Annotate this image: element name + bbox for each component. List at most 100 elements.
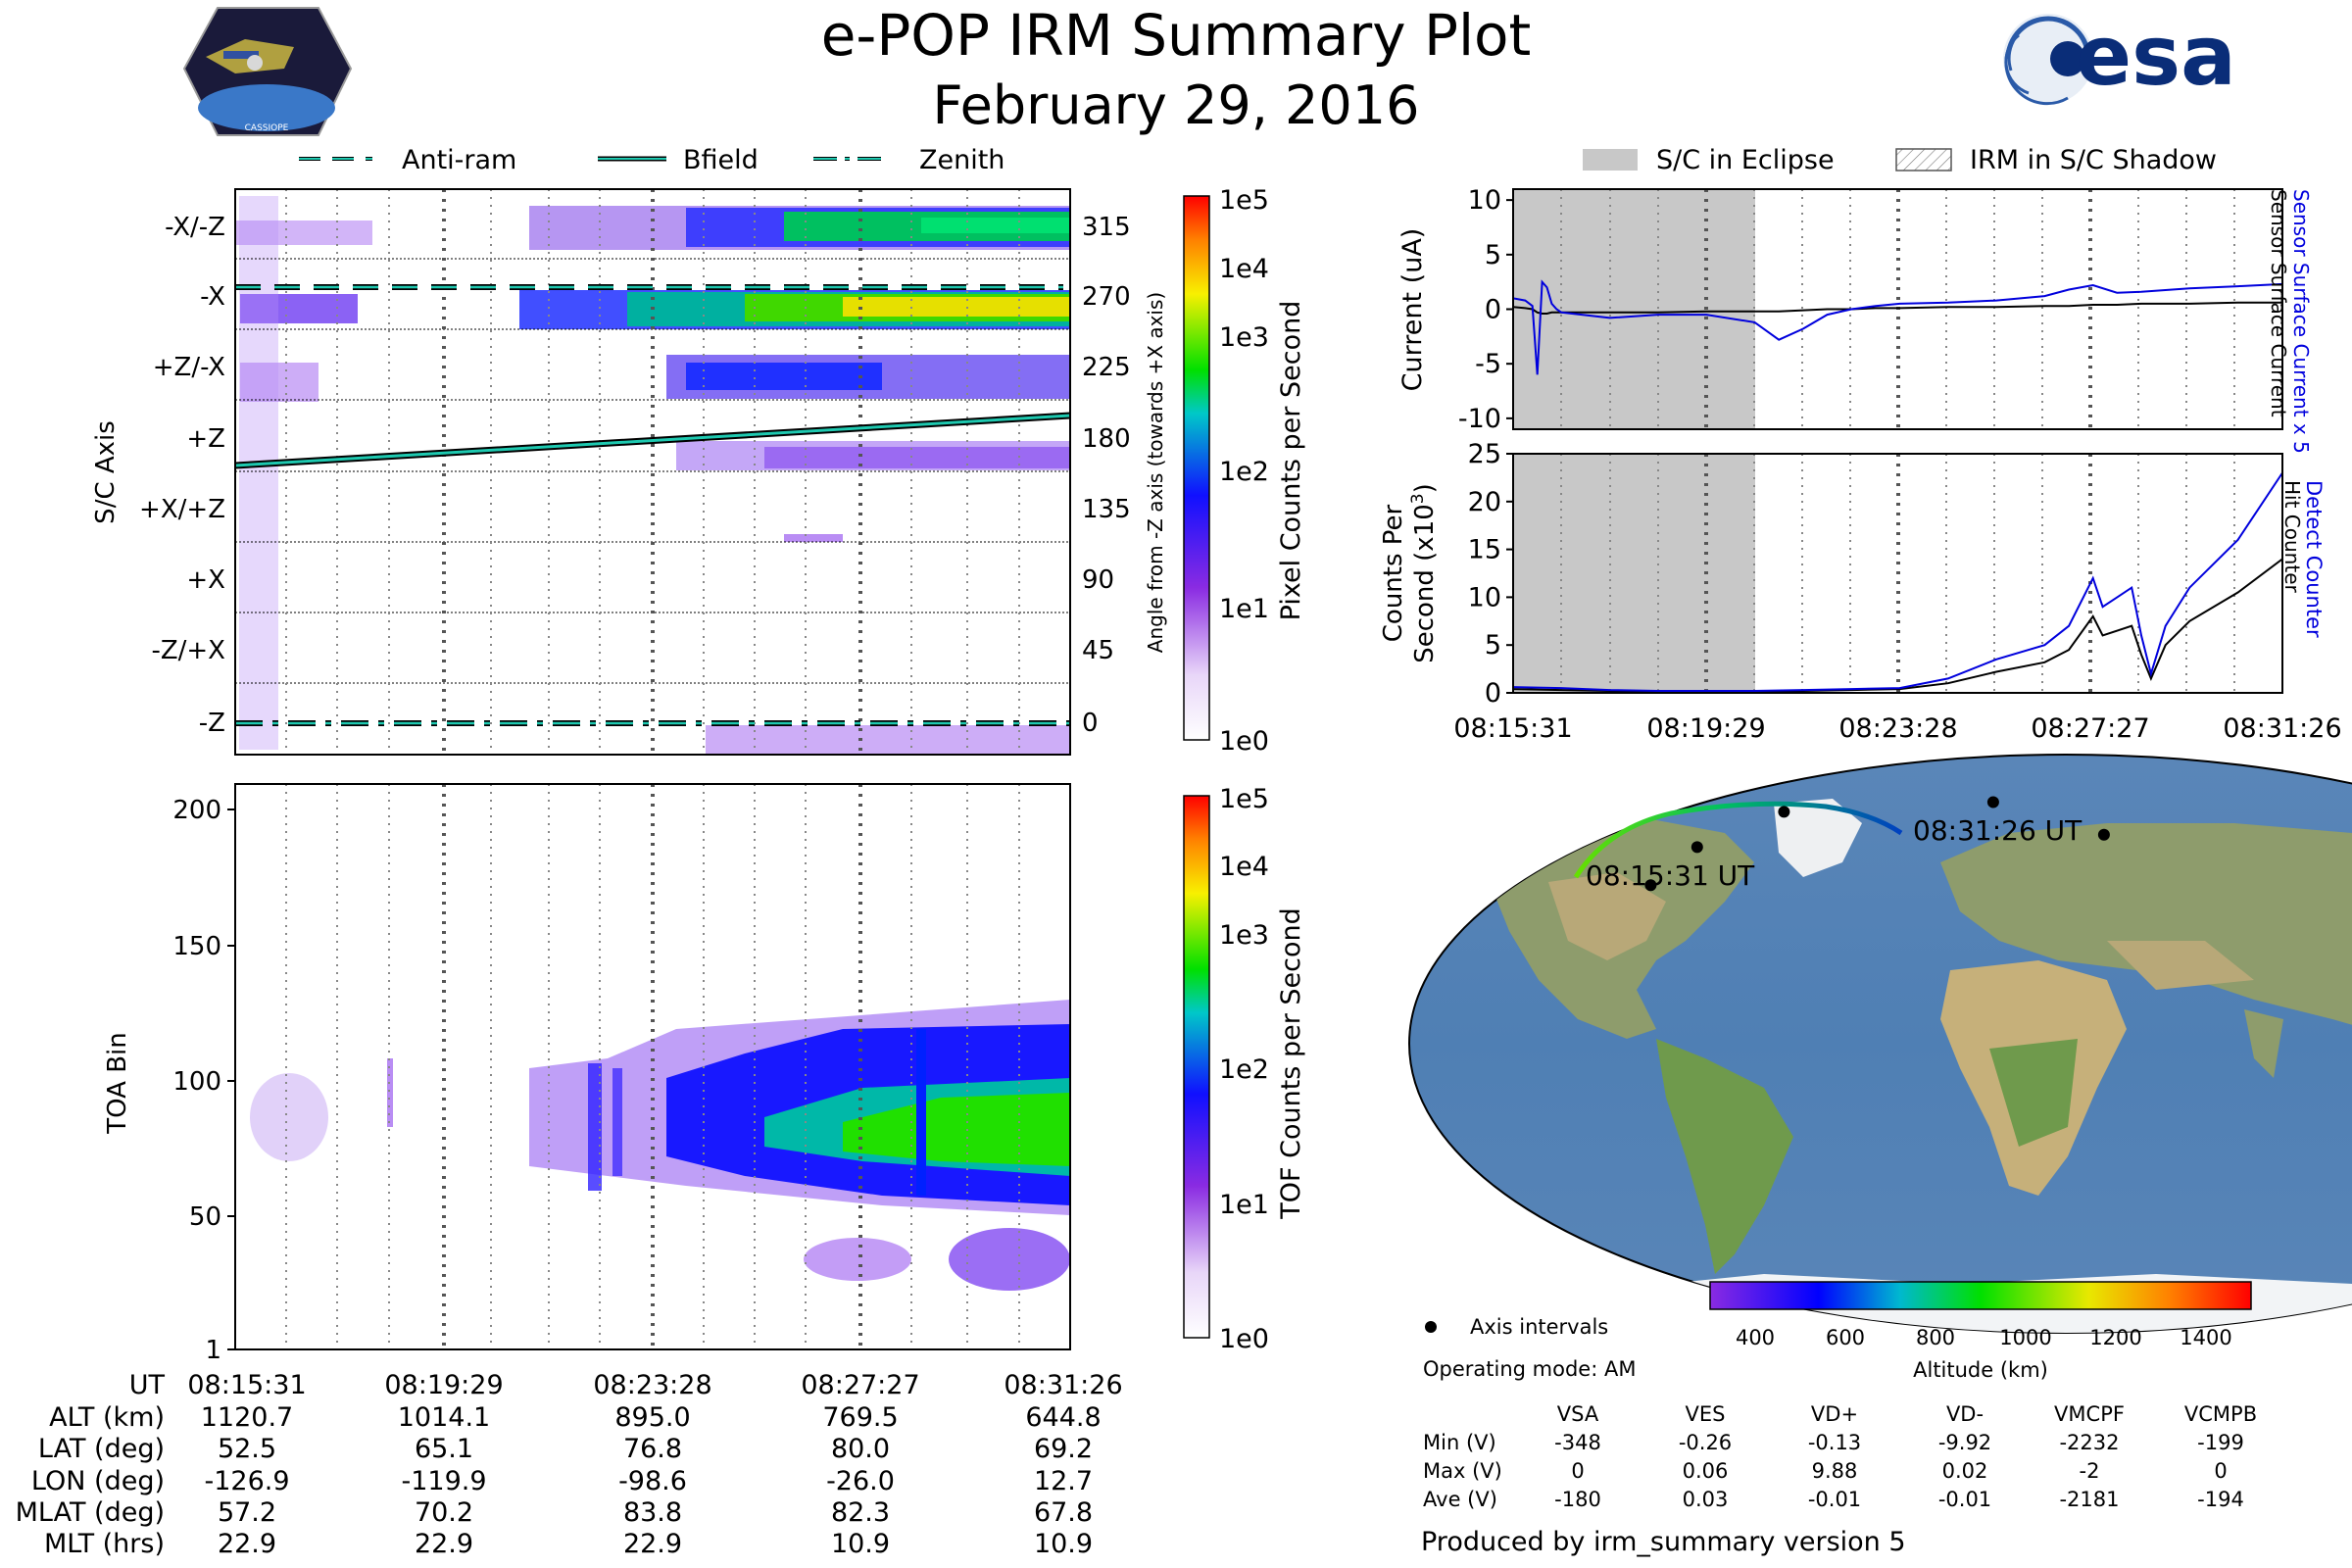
voltage-cell: -2 xyxy=(2080,1459,2100,1483)
sensor-surface-current-line xyxy=(1513,301,2282,315)
tof-colorbar-label: TOF Counts per Second xyxy=(1276,907,1306,1220)
sensor-surface-current-x5-line xyxy=(1513,279,2282,375)
altitude-label: Altitude (km) xyxy=(1913,1358,2048,1382)
counts-panel-frame xyxy=(1512,453,2283,694)
row-label: -Z/+X xyxy=(151,636,225,665)
pixel-heatmap xyxy=(235,189,1070,755)
ephem-cell: 22.9 xyxy=(623,1529,682,1559)
voltage-table: VSA VES VD+ VD- VMCPF VCMPB Min (V) -348… xyxy=(1423,1402,2257,1511)
voltage-cell: 0.06 xyxy=(1683,1459,1729,1483)
current-series-label-blue: Sensor Surface Current x 5 xyxy=(2289,189,2313,454)
ephem-cell: 22.9 xyxy=(415,1529,473,1559)
ytick-label: 5 xyxy=(1485,630,1501,661)
ytick-label: 10 xyxy=(1468,185,1501,216)
ephem-cell: 69.2 xyxy=(1034,1434,1093,1464)
ephem-cell: 08:31:26 xyxy=(1004,1370,1122,1400)
legend-bfield: Bfield xyxy=(683,145,759,175)
ephem-cell: 52.5 xyxy=(218,1434,276,1464)
pixel-counts-panel: -X/-Z -X +Z/-X +Z +X/+Z +X -Z/+X -Z S/C … xyxy=(91,185,1306,757)
ephem-cell: 80.0 xyxy=(831,1434,890,1464)
angle-tick: 45 xyxy=(1082,636,1114,665)
ephem-cell: 08:23:28 xyxy=(593,1370,711,1400)
time-tick-label: 08:27:27 xyxy=(2031,713,2149,744)
axis-interval-marker-icon xyxy=(1425,1321,1437,1333)
voltage-cell: -194 xyxy=(2197,1488,2244,1511)
current-series-label-black: Sensor Surface Current xyxy=(2267,189,2290,417)
tof-ytick: 100 xyxy=(172,1067,221,1097)
current-yticks: 10 5 0 -5 -10 xyxy=(1458,185,1513,434)
tof-counts-panel: 200 150 100 50 1 TOA Bin 1e5 1e4 1e3 1e2… xyxy=(103,783,1306,1365)
ephem-cell: 57.2 xyxy=(218,1497,276,1528)
ephemeris-table: UT ALT (km) LAT (deg) LON (deg) MLAT (de… xyxy=(16,1370,1123,1559)
ephem-cell: 65.1 xyxy=(415,1434,473,1464)
world-map: 08:15:31 UT 08:31:26 UT xyxy=(1408,754,2352,1334)
tof-ytick: 1 xyxy=(205,1336,221,1365)
colorbar-tick: 1e1 xyxy=(1219,594,1269,624)
map-start-label: 08:15:31 UT xyxy=(1586,859,1755,892)
ytick-label: -5 xyxy=(1475,349,1501,379)
current-ylabel: Current (uA) xyxy=(1397,228,1428,392)
ephem-row-label: MLAT (deg) xyxy=(16,1497,165,1528)
ephem-cell: 769.5 xyxy=(822,1402,898,1433)
mission-logo: CASSIOPE xyxy=(182,7,353,136)
esa-globe-icon xyxy=(2003,14,2093,106)
ytick-label: 0 xyxy=(1485,678,1501,709)
ephem-cell: 76.8 xyxy=(623,1434,682,1464)
pixel-panel-frame xyxy=(234,188,1071,756)
track-point xyxy=(1690,841,1703,854)
voltage-header: VMCPF xyxy=(2054,1402,2125,1426)
ephemeris-col-3: 08:27:27 769.5 80.0 -26.0 82.3 10.9 xyxy=(801,1370,919,1559)
ephem-cell: 895.0 xyxy=(614,1402,690,1433)
angle-tick: 180 xyxy=(1082,424,1131,454)
current-eclipse-region xyxy=(1513,189,1755,429)
track-point xyxy=(1986,796,1999,808)
colorbar-tick: 1e0 xyxy=(1219,726,1269,757)
track-point xyxy=(1644,879,1657,892)
current-panel: 10 5 0 -5 -10 Current (uA) Sensor Surface Cu… xyxy=(1397,185,2313,454)
ephem-cell: 12.7 xyxy=(1034,1466,1093,1496)
track-point xyxy=(2097,828,2110,841)
eclipse-legend: S/C in Eclipse IRM in S/C Shadow xyxy=(1583,145,2217,175)
time-tick-label: 08:23:28 xyxy=(1838,713,1957,744)
angle-axis-label: Angle from -Z axis (towards +X axis) xyxy=(1144,292,1167,653)
ephem-cell: -126.9 xyxy=(204,1466,289,1496)
counts-yticks: 25 20 15 10 5 0 xyxy=(1468,439,1513,709)
counts-series-label-blue: Detect Counter xyxy=(2302,480,2326,638)
agency-logo: esa xyxy=(2003,8,2236,106)
legend-eclipse: S/C in Eclipse xyxy=(1656,145,1835,175)
ephem-row-label: MLT (hrs) xyxy=(44,1529,165,1559)
altitude-colorbar: 400 600 800 1000 1200 1400 Altitude (km) xyxy=(1709,1281,2252,1382)
tof-ytick: 200 xyxy=(172,796,221,825)
altitude-ticks: 400 600 800 1000 1200 1400 xyxy=(1736,1326,2232,1349)
ephemeris-col-2: 08:23:28 895.0 76.8 -98.6 83.8 22.9 xyxy=(593,1370,711,1559)
counts-panel: 25 20 15 10 5 0 Counts Per Second (x103) Dete… xyxy=(1379,439,2342,744)
ytick-label: 20 xyxy=(1468,487,1501,517)
ephem-cell: 10.9 xyxy=(831,1529,890,1559)
produced-by: Produced by irm_summary version 5 xyxy=(1421,1527,1906,1557)
voltage-cell: 0.03 xyxy=(1683,1488,1729,1511)
voltage-cell: -2181 xyxy=(2059,1488,2119,1511)
row-label: -X xyxy=(200,282,225,312)
page-title: e-POP IRM Summary Plot xyxy=(821,2,1532,69)
row-label: +Z xyxy=(186,424,225,454)
colorbar-tick: 1e4 xyxy=(1219,254,1269,284)
ephem-row-label: UT xyxy=(129,1370,166,1400)
voltage-cell: -9.92 xyxy=(1938,1431,1991,1454)
voltage-cell: -0.01 xyxy=(1938,1488,1991,1511)
row-label: +Z/-X xyxy=(153,353,225,382)
ytick-label: 10 xyxy=(1468,582,1501,612)
axis-intervals-label: Axis intervals xyxy=(1470,1315,1608,1339)
time-axis-labels: 08:15:31 08:19:29 08:23:28 08:27:27 08:3… xyxy=(1453,713,2341,744)
time-tick-label: 08:31:26 xyxy=(2223,713,2341,744)
mission-logo-text: CASSIOPE xyxy=(245,123,289,133)
ephem-row-label: LAT (deg) xyxy=(38,1434,165,1464)
ephemeris-col-1: 08:19:29 1014.1 65.1 -119.9 70.2 22.9 xyxy=(384,1370,503,1559)
ephem-cell: 22.9 xyxy=(218,1529,276,1559)
voltage-cell: -0.13 xyxy=(1808,1431,1861,1454)
legend-anti-ram: Anti-ram xyxy=(402,145,516,175)
ytick-label: 5 xyxy=(1485,240,1501,270)
counts-series-label-black: Hit Counter xyxy=(2280,480,2304,593)
altitude-tick: 400 xyxy=(1736,1326,1775,1349)
voltage-cell: -0.01 xyxy=(1808,1488,1861,1511)
ytick-label: 25 xyxy=(1468,439,1501,469)
